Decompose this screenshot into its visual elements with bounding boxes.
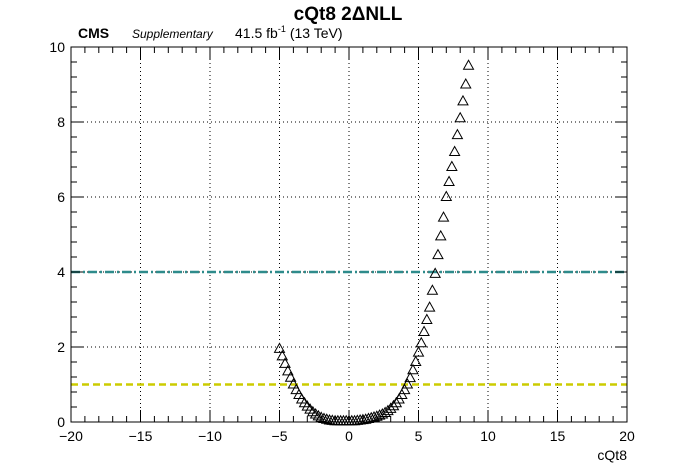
data-point [443, 175, 455, 186]
data-point [418, 325, 430, 336]
data-point [376, 407, 389, 419]
data-point [446, 160, 458, 171]
data-point [398, 383, 411, 395]
x-axis-label: cQt8 [597, 447, 627, 463]
data-point [434, 229, 447, 241]
data-point [387, 399, 400, 411]
data-point [451, 128, 464, 140]
data-point [423, 301, 436, 312]
supplementary-label: Supplementary [132, 27, 214, 41]
data-point [284, 371, 297, 382]
x-tick-label: −5 [272, 428, 288, 444]
data-point [420, 313, 433, 324]
x-tick-label: 5 [415, 428, 423, 444]
data-point [384, 402, 397, 413]
lumi-superscript: -1 [278, 24, 286, 34]
data-point [454, 111, 467, 123]
grid [71, 47, 627, 422]
data-point [440, 190, 453, 201]
data-point [448, 145, 461, 156]
data-point [412, 346, 425, 357]
data-point [459, 77, 472, 89]
tick-labels: −20 −15 −10 −5 0 5 10 15 20 0 2 4 6 8 10 [49, 39, 635, 444]
lumi-value: 41.5 fb [235, 25, 278, 41]
data-point [407, 363, 419, 375]
data-point [390, 396, 403, 408]
y-tick-label: 6 [57, 189, 65, 205]
y-tick-label: 4 [57, 264, 65, 280]
y-tick-label: 2 [57, 339, 65, 355]
data-point [404, 371, 417, 383]
cms-label: CMS [78, 25, 109, 41]
x-tick-label: −20 [59, 428, 83, 444]
chart-title: cQt8 2ΔNLL [294, 4, 403, 25]
y-tick-label: 8 [57, 114, 65, 130]
y-tick-label: 0 [57, 414, 65, 430]
axes [70, 46, 628, 423]
energy-label: (13 TeV) [290, 25, 343, 41]
data-point [320, 413, 333, 424]
data-point [432, 248, 444, 260]
data-point [429, 267, 442, 278]
data-point [276, 349, 289, 361]
data-point [373, 409, 386, 420]
data-point [415, 336, 428, 348]
data-point [426, 284, 439, 295]
data-point [409, 355, 422, 366]
data-point [290, 383, 303, 395]
data-markers [273, 59, 475, 426]
data-point [279, 357, 291, 368]
data-point [309, 407, 322, 419]
data-point [304, 403, 316, 414]
x-tick-label: −10 [198, 428, 222, 444]
data-point [307, 405, 319, 417]
x-tick-label: −15 [129, 428, 153, 444]
data-point [287, 377, 300, 389]
data-point [437, 211, 450, 222]
data-point [457, 94, 469, 106]
data-point [312, 409, 325, 421]
y-tick-label: 10 [49, 39, 65, 55]
x-tick-label: 15 [550, 428, 566, 444]
x-tick-label: 20 [619, 428, 635, 444]
lumi-label: 41.5 fb-1 (13 TeV) [235, 24, 343, 41]
data-point [273, 342, 286, 353]
data-point [462, 59, 475, 70]
x-tick-label: 0 [345, 428, 353, 444]
x-tick-label: 10 [480, 428, 496, 444]
data-point [401, 377, 414, 389]
data-point [281, 364, 294, 376]
reference-lines [71, 270, 627, 386]
